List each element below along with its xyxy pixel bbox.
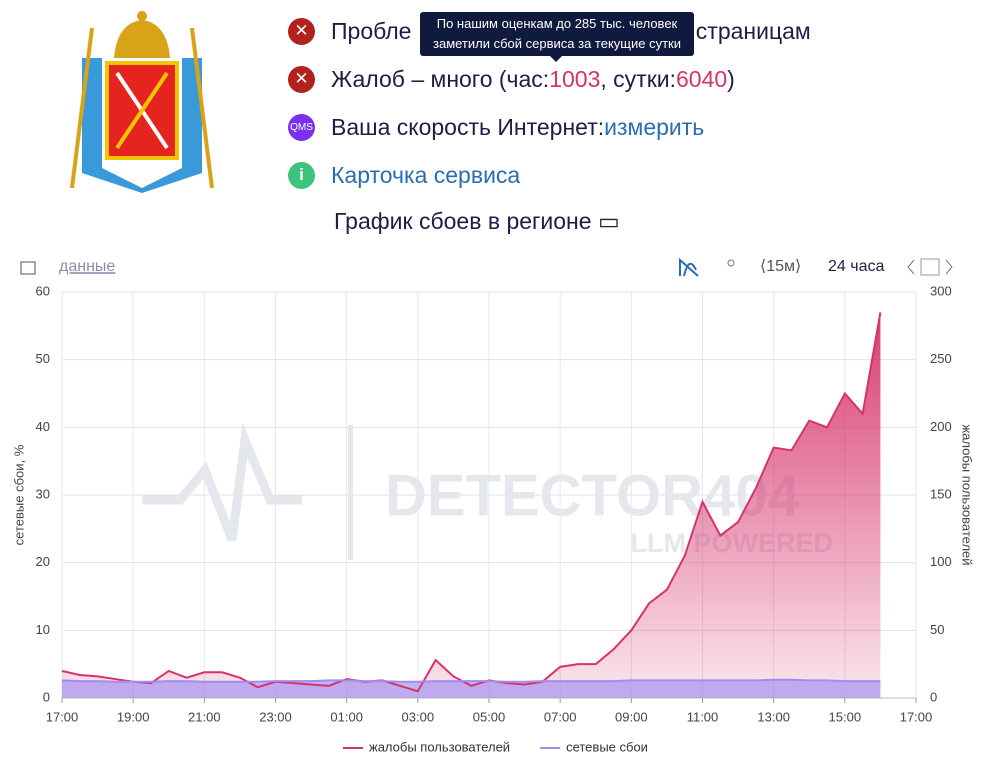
y2-axis-label: жалобы пользователей — [960, 424, 975, 565]
x-tick-label: 17:00 — [900, 709, 933, 724]
x-tick-label: 09:00 — [615, 709, 648, 724]
x-tick-label: 05:00 — [473, 709, 506, 724]
x-tick-label: 01:00 — [330, 709, 363, 724]
y2-tick-label: 250 — [930, 351, 952, 366]
chart-type-icon[interactable] — [679, 257, 699, 277]
nav-arrows[interactable] — [907, 259, 953, 275]
legend-label: жалобы пользователей — [369, 739, 510, 754]
y-tick-label: 60 — [36, 283, 50, 298]
y2-tick-label: 100 — [930, 554, 952, 569]
period[interactable]: 24 часа — [828, 258, 884, 275]
y-axis-label: сетевые сбои, % — [11, 444, 26, 545]
y2-tick-label: 150 — [930, 486, 952, 501]
interval[interactable]: ⟨15м⟩ — [760, 258, 801, 275]
coat-of-arms — [70, 11, 214, 193]
x-tick-label: 17:00 — [46, 709, 79, 724]
x-tick-label: 19:00 — [117, 709, 150, 724]
tooltip: По нашим оценкам до 285 тыс. человек заме… — [420, 12, 694, 62]
status-line: QMS Ваша скорость Интернет: измерить — [288, 110, 704, 144]
y-tick-label: 40 — [36, 419, 50, 434]
legend-label: сетевые сбои — [566, 739, 648, 754]
x-tick-label: 15:00 — [829, 709, 862, 724]
x-tick-label: 07:00 — [544, 709, 577, 724]
y2-tick-label: 200 — [930, 419, 952, 434]
y-tick-label: 50 — [36, 351, 50, 366]
y2-tick-label: 300 — [930, 283, 952, 298]
y-tick-label: 10 — [36, 622, 50, 637]
series-line — [61, 312, 882, 693]
user-icon[interactable] — [727, 259, 735, 267]
text: , сутки: — [600, 65, 676, 92]
series-area — [62, 679, 881, 698]
value: 6040 — [676, 65, 728, 92]
status-line: ✕ Жалоб – много (час: 1003, сутки: 6040) — [288, 62, 735, 96]
text: Жалоб – много (час: — [331, 65, 550, 92]
x-tick-label: 23:00 — [259, 709, 292, 724]
heading: График сбоев в регионе ▭ — [334, 208, 620, 234]
y2-tick-label: 50 — [930, 622, 944, 637]
watermark-title: DETECTOR404 — [385, 463, 800, 528]
x-tick-label: 13:00 — [757, 709, 790, 724]
x-tick-label: 03:00 — [402, 709, 435, 724]
status-line: i Карточка сервиса — [288, 158, 520, 192]
y2-tick-label: 0 — [930, 689, 937, 704]
series-area — [62, 312, 881, 698]
camera-icon[interactable] — [20, 261, 36, 275]
text: Пробле — [331, 17, 412, 44]
link[interactable]: Карточка сервиса — [331, 161, 521, 188]
series-line — [61, 678, 881, 683]
calendar-icon[interactable] — [920, 258, 940, 276]
text: ) — [727, 65, 735, 92]
data-link[interactable]: данные — [59, 258, 115, 275]
badge: QMS — [288, 113, 315, 141]
y-tick-label: 0 — [43, 689, 50, 704]
link[interactable]: измерить — [604, 113, 705, 140]
value: 1003 — [549, 65, 601, 92]
x-tick-label: 21:00 — [188, 709, 221, 724]
heading-text: График сбоев в регионе — [334, 208, 592, 234]
tooltip-text: заметили сбой сервиса за текущие сутки — [433, 36, 681, 51]
text: Ваша скорость Интернет: — [331, 113, 605, 140]
y-tick-label: 20 — [36, 554, 50, 569]
x-tick-label: 11:00 — [687, 709, 719, 724]
tooltip-text: По нашим оценкам до 285 тыс. человек — [436, 16, 678, 31]
y-tick-label: 30 — [36, 486, 50, 501]
